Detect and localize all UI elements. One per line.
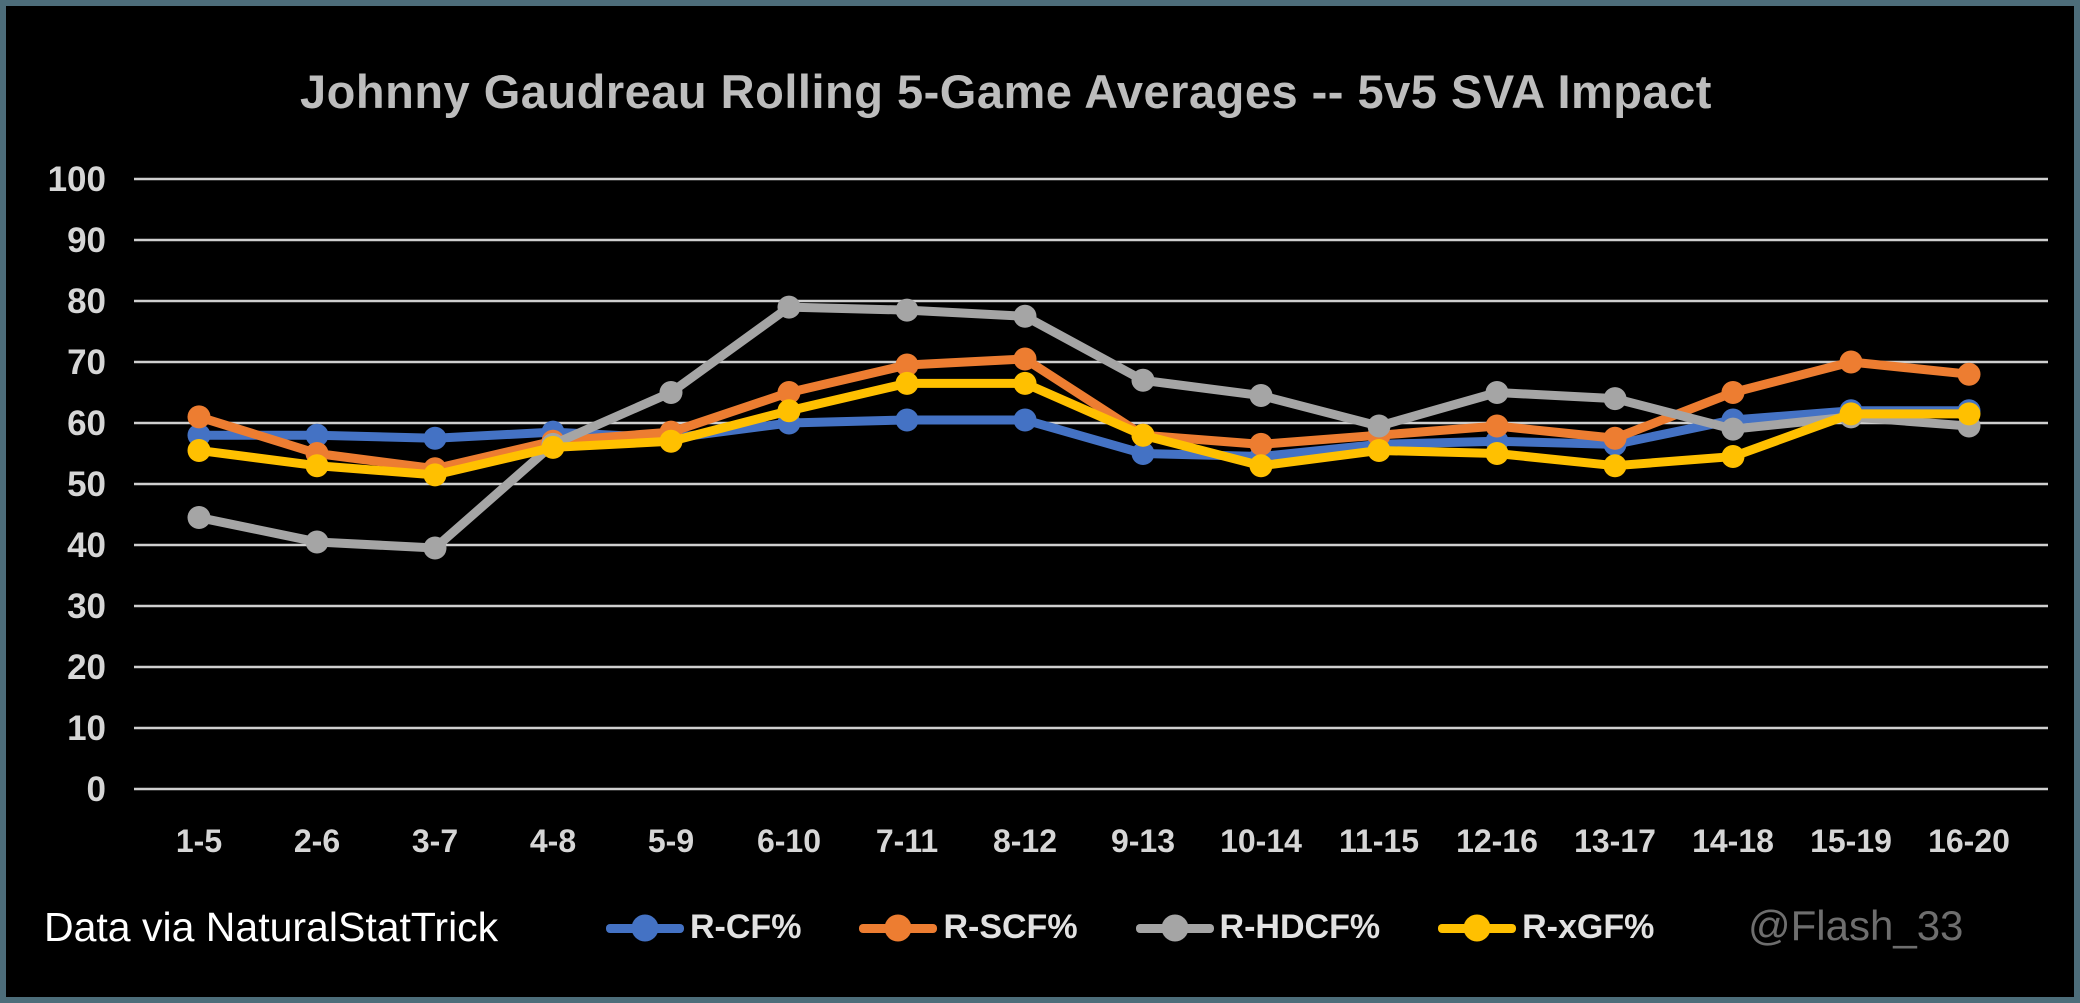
data-point-R-HDCF%: [895, 298, 919, 322]
data-point-R-HDCF%: [1249, 384, 1273, 408]
x-axis-tick-label: 1-5: [176, 823, 222, 859]
y-axis-tick-label: 70: [67, 343, 106, 382]
y-axis-tick-label: 60: [67, 404, 106, 443]
y-axis-tick-label: 10: [67, 709, 106, 748]
data-point-R-SCF%: [1013, 347, 1037, 371]
x-axis-tick-label: 7-11: [876, 823, 938, 859]
series-line-R-CF%: [194, 406, 1974, 462]
data-point-R-SCF%: [187, 405, 211, 429]
data-point-R-xGF%: [659, 429, 683, 453]
data-point-R-SCF%: [895, 353, 919, 377]
data-point-R-xGF%: [423, 463, 447, 487]
data-point-R-CF%: [423, 426, 447, 450]
data-point-R-xGF%: [541, 435, 565, 459]
series-line-R-HDCF%: [194, 302, 1974, 553]
data-point-R-xGF%: [777, 399, 801, 423]
x-axis-tick-label: 11-15: [1339, 823, 1419, 859]
line-chart-plot-area: 0 10 20 30 40 50 60 70 80 90 100 1-5 2-6 3-7 4-8 5-9 6-1…: [48, 160, 2048, 859]
x-axis-tick-label: 13-17: [1574, 823, 1656, 859]
chart-title: Johnny Gaudreau Rolling 5-Game Averages …: [300, 65, 1712, 118]
data-point-R-HDCF%: [1131, 368, 1155, 392]
data-point-R-xGF%: [1249, 454, 1273, 478]
x-axis-tick-label: 8-12: [993, 823, 1057, 859]
legend-marker-icon: [1135, 913, 1214, 943]
data-point-R-SCF%: [1957, 362, 1981, 386]
data-point-R-xGF%: [1721, 445, 1745, 469]
legend-marker-icon: [859, 913, 938, 943]
data-point-R-HDCF%: [187, 506, 211, 530]
chart-legend: R-CF% R-SCF% R-HDCF% R-xGF%: [606, 908, 1706, 947]
legend-marker-icon: [1438, 913, 1517, 943]
data-point-R-CF%: [305, 423, 329, 447]
legend-item-R-CF%: R-CF%: [606, 908, 801, 947]
data-point-R-CF%: [1131, 442, 1155, 465]
y-axis-tick-label: 20: [67, 648, 106, 687]
y-axis-tick-label: 50: [67, 465, 106, 504]
data-point-R-SCF%: [777, 381, 801, 404]
data-point-R-SCF%: [1603, 426, 1627, 450]
data-point-R-xGF%: [895, 371, 919, 395]
x-axis-tick-label: 9-13: [1111, 823, 1175, 859]
data-point-R-xGF%: [305, 454, 329, 478]
x-axis-tick-label: 6-10: [757, 823, 821, 859]
data-point-R-xGF%: [1957, 402, 1981, 426]
y-axis-tick-label: 0: [87, 770, 106, 809]
data-point-R-CF%: [895, 408, 919, 432]
data-point-R-HDCF%: [777, 295, 801, 319]
credit-handle: @Flash_33: [1748, 902, 1964, 949]
data-point-R-SCF%: [1485, 414, 1509, 438]
legend-label: R-SCF%: [943, 908, 1078, 946]
data-point-R-HDCF%: [1013, 304, 1037, 328]
data-point-R-SCF%: [1839, 350, 1863, 374]
legend-label: R-CF%: [690, 908, 802, 946]
data-point-R-HDCF%: [423, 536, 447, 560]
x-axis-tick-label: 4-8: [530, 823, 576, 859]
y-axis-tick-label: 30: [67, 587, 106, 626]
data-point-R-HDCF%: [305, 530, 329, 554]
data-point-R-HDCF%: [1485, 381, 1509, 404]
legend-item-R-HDCF%: R-HDCF%: [1135, 908, 1381, 947]
x-axis-tick-label: 3-7: [412, 823, 458, 859]
data-source-label: Data via NaturalStatTrick: [44, 904, 499, 950]
legend-label: R-HDCF%: [1219, 908, 1381, 946]
data-point-R-HDCF%: [1603, 387, 1627, 411]
data-point-R-SCF%: [1249, 432, 1273, 456]
y-axis-tick-label: 40: [67, 526, 106, 565]
data-point-R-HDCF%: [1367, 414, 1391, 438]
data-point-R-xGF%: [1367, 438, 1391, 462]
x-axis-tick-label: 2-6: [294, 823, 340, 859]
x-axis-tick-label: 12-16: [1456, 823, 1538, 859]
x-axis-tick-label: 14-18: [1692, 823, 1774, 859]
legend-marker-icon: [606, 913, 684, 943]
data-point-R-xGF%: [1131, 423, 1155, 447]
data-point-R-CF%: [1013, 408, 1037, 432]
legend-label: R-xGF%: [1522, 908, 1655, 946]
data-point-R-xGF%: [1013, 371, 1037, 395]
data-point-R-HDCF%: [659, 381, 683, 404]
y-axis-tick-label: 100: [48, 160, 106, 199]
x-axis-tick-label: 15-19: [1810, 823, 1892, 859]
data-point-R-SCF%: [1721, 381, 1745, 404]
legend-item-R-SCF%: R-SCF%: [859, 908, 1078, 947]
data-point-R-HDCF%: [1721, 417, 1745, 441]
y-axis-tick-label: 90: [67, 221, 106, 260]
legend-item-R-xGF%: R-xGF%: [1438, 908, 1654, 947]
series-line-R-xGF%: [194, 378, 1974, 480]
x-axis-tick-label: 16-20: [1928, 823, 2010, 859]
y-axis-tick-label: 80: [67, 282, 106, 321]
data-point-R-xGF%: [1485, 442, 1509, 465]
x-axis-tick-label: 5-9: [648, 823, 694, 859]
data-point-R-xGF%: [187, 438, 211, 462]
data-point-R-xGF%: [1839, 402, 1863, 426]
data-point-R-xGF%: [1603, 454, 1627, 478]
x-axis-tick-label: 10-14: [1220, 823, 1302, 859]
